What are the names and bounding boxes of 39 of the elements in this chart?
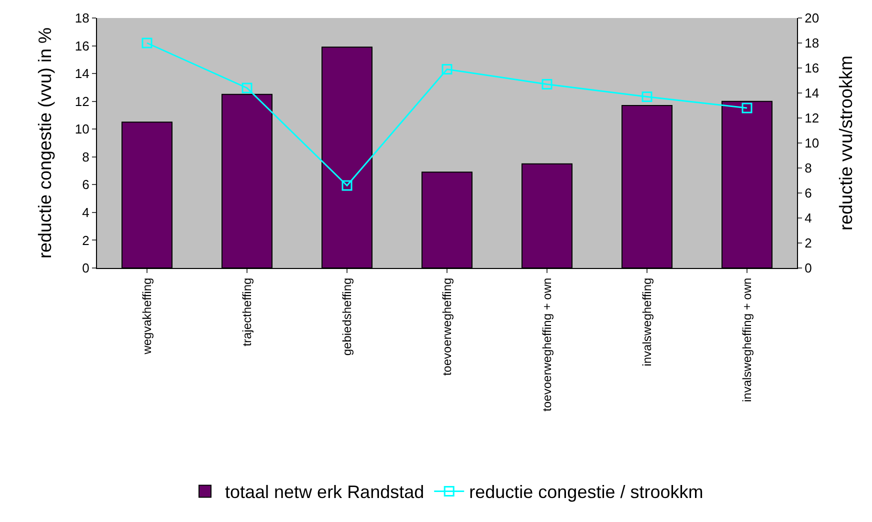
y2-tick-label: 8 [804,160,812,176]
point [342,180,352,191]
x-tick-label: toevoerwegheffing [440,278,454,376]
y2-tick-label: 4 [804,210,812,226]
y2-tick-label: 2 [804,236,812,251]
x-tick-label: toevoerwegheffing + own [540,278,554,412]
x-tick-label: invalswegheffing [640,278,654,366]
y2-tick-label: 20 [804,10,820,26]
y2-tick-label: 14 [804,86,820,101]
y2-tick-label: 0 [804,260,812,276]
legend-label: reductie congestie / strookkm [469,482,704,502]
point [242,82,252,94]
point [642,92,652,102]
y2-axis-title: reductie vvu/strookkm [836,55,856,231]
y2-tick-label: 18 [804,36,820,51]
x-tick-label: wegvakheffing [140,278,154,356]
x-tick-label: gebiedsheffing [340,278,354,356]
legend-label: totaal netw erk Randstad [225,482,424,502]
y-tick-label: 14 [74,66,90,82]
point [742,102,752,114]
y-axis-title: reductie congestie (vvu) in % [35,27,55,259]
y-tick-label: 10 [74,122,90,137]
y2-tick-label: 12 [804,110,820,126]
y-tick-label: 18 [74,10,90,26]
y-tick-label: 6 [82,177,90,192]
y-tick-label: 12 [74,94,90,109]
y-tick-label: 2 [82,232,90,248]
point [542,79,552,90]
x-tick-label: invalswegheffing + own [740,278,754,402]
y-tick-label: 8 [82,149,90,164]
point [442,64,452,74]
y2-tick-label: 10 [804,136,820,151]
y-tick-label: 4 [82,204,90,220]
point [142,38,152,48]
y2-tick-label: 16 [804,60,820,76]
y-tick-label: 0 [82,260,90,276]
y2-tick-label: 6 [804,186,812,201]
y-tick-label: 16 [74,38,90,54]
x-tick-label: trajectheffing [240,278,254,346]
